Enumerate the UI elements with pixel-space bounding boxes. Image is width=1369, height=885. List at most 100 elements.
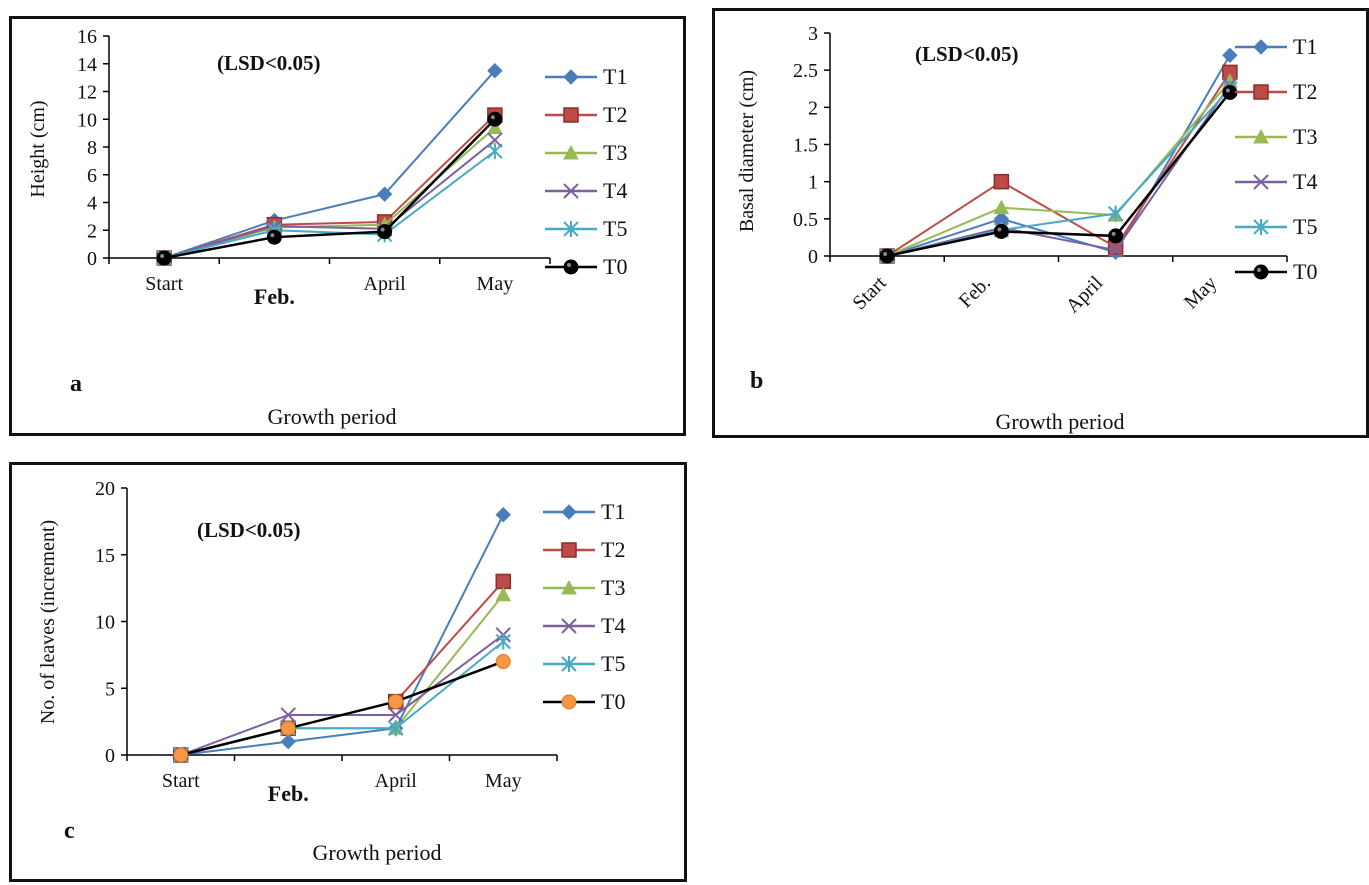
legend-entry-t2: T2: [1235, 79, 1317, 104]
legend-marker: [563, 221, 579, 237]
y-tick-label: 2: [808, 97, 818, 119]
leaves-chart: 0 5 10 15 20 Start Feb. April May T1 T2 T3 T4 T5 T0 (LS…: [37, 478, 625, 865]
legend-label: T4: [1293, 169, 1317, 194]
significance-annotation: (LSD<0.05): [217, 51, 321, 75]
series-line-t0: [886, 91, 1231, 258]
legend-label: T4: [603, 178, 627, 203]
legend-label: T5: [601, 651, 625, 676]
significance-annotation: (LSD<0.05): [197, 518, 301, 542]
legend-entry-t2: T2: [543, 537, 625, 562]
legend-marker: [563, 144, 579, 160]
x-tick-label: Feb.: [268, 781, 309, 806]
panel-letter: a: [70, 371, 82, 397]
x-tick-label: April: [1062, 272, 1108, 318]
data-point-t3: [993, 199, 1010, 215]
significance-annotation: (LSD<0.05): [915, 42, 1019, 66]
data-point-t0-highlight: [380, 227, 385, 232]
data-point-t0-highlight: [1111, 231, 1116, 236]
legend-label: T5: [603, 216, 627, 241]
legend-marker: [561, 579, 577, 595]
x-tick-label: Start: [162, 770, 200, 792]
data-point-t4: [1107, 242, 1124, 258]
legend-entry-t5: T5: [545, 216, 627, 241]
series-line-t3: [886, 80, 1231, 257]
legend-marker-highlight: [1257, 268, 1261, 272]
legend-entry-t0: T0: [1235, 259, 1317, 284]
legend-entry-t3: T3: [545, 140, 627, 165]
legend-label: T0: [1293, 259, 1317, 284]
legend-label: T3: [601, 575, 625, 600]
data-point-t0: [993, 223, 1009, 239]
series-t0: [879, 84, 1238, 264]
y-tick-label: 12: [77, 82, 97, 104]
data-point-t5: [388, 720, 404, 737]
chart-panel-height: 0 2 4 6 8 10 12 14 16 Start Feb. April May T1 T2 T3 T4 T5…: [9, 16, 686, 436]
legend-entry-t1: T1: [543, 499, 625, 524]
data-point-t0: [495, 654, 511, 670]
x-tick-label: May: [485, 770, 522, 792]
legend-marker: [561, 542, 577, 558]
legend-entry-t4: T4: [545, 178, 627, 203]
legend-label: T3: [1293, 124, 1317, 149]
legend-label: T2: [603, 102, 627, 127]
legend-label: T3: [603, 140, 627, 165]
data-point-t0: [388, 694, 404, 710]
legend-marker: [1253, 39, 1269, 55]
series-line-t2: [886, 71, 1231, 257]
series-line-t5: [163, 150, 496, 259]
legend-label: T1: [601, 499, 625, 524]
data-point-t1: [280, 733, 296, 750]
series-line-t1: [180, 514, 505, 756]
series-line-t5: [886, 88, 1231, 257]
legend-entry-t3: T3: [1235, 124, 1317, 149]
y-tick-label: 4: [87, 193, 97, 215]
y-tick-label: 6: [87, 165, 97, 187]
data-point-t5: [487, 143, 503, 160]
y-tick-label: 8: [87, 137, 97, 159]
legend-marker-highlight: [567, 263, 571, 267]
legend-label: T2: [601, 537, 625, 562]
data-point-t0: [487, 111, 503, 127]
legend-marker: [561, 694, 577, 710]
data-point-t1: [495, 506, 511, 523]
data-point-t0-highlight: [490, 115, 495, 120]
legend-entry-t1: T1: [545, 64, 627, 89]
legend-marker: [563, 259, 579, 275]
y-tick-label: 1: [808, 172, 818, 194]
series-line-t1: [163, 70, 496, 259]
legend-entry-t5: T5: [1235, 214, 1317, 239]
legend-label: T1: [603, 64, 627, 89]
legend-entry-t3: T3: [543, 575, 625, 600]
y-axis-title: Height (cm): [27, 100, 49, 197]
y-tick-label: 0: [808, 246, 818, 268]
data-point-t2: [495, 573, 511, 590]
y-tick-label: 16: [77, 26, 97, 48]
y-tick-label: 0.5: [793, 209, 818, 231]
x-tick-label: April: [364, 273, 407, 295]
data-point-t0: [173, 747, 189, 763]
series-line-t1: [886, 54, 1231, 257]
legend-marker: [1253, 264, 1269, 280]
data-point-t0-highlight: [883, 252, 888, 256]
data-point-t0: [266, 229, 282, 245]
x-tick-label: Start: [848, 272, 891, 315]
y-tick-label: 15: [95, 545, 115, 567]
legend-entry-t0: T0: [545, 254, 627, 279]
legend-entry-t4: T4: [543, 613, 625, 638]
panel-letter: b: [750, 368, 763, 394]
y-axis-title: Basal diameter (cm): [736, 70, 758, 232]
y-tick-label: 14: [77, 54, 97, 76]
y-tick-label: 10: [95, 612, 115, 634]
series-t0: [156, 111, 503, 266]
legend-marker: [561, 618, 577, 634]
x-axis-title: Growth period: [313, 840, 442, 865]
panel-letter: c: [64, 818, 75, 844]
data-point-t5: [495, 633, 511, 650]
data-point-t0-highlight: [997, 227, 1002, 232]
data-point-t0-highlight: [1225, 88, 1230, 93]
legend-marker: [561, 656, 577, 672]
x-tick-label: May: [1180, 272, 1221, 313]
data-point-t1: [376, 186, 393, 202]
series-line-t0: [180, 660, 504, 757]
chart-panel-basal-diameter: 0 0.5 1 1.5 2 2.5 3 Start Feb. April May T1 T2 T3 T4 T5…: [712, 8, 1369, 438]
